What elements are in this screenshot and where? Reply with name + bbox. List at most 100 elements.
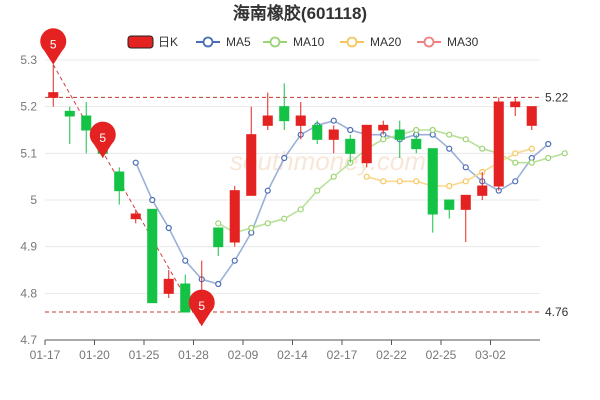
series-point-ma20 — [528, 145, 535, 152]
series-point-ma20 — [462, 178, 469, 185]
candle-body — [246, 134, 257, 196]
y-tick-label: 5.1 — [20, 146, 37, 160]
series-point-ma5 — [462, 164, 469, 171]
pin-marker — [188, 289, 215, 326]
candle-body — [427, 148, 438, 215]
series-point-ma10 — [215, 220, 222, 227]
series-point-ma10 — [479, 145, 486, 152]
series-point-ma10 — [330, 173, 337, 180]
candle-body — [213, 227, 224, 248]
candle-body — [163, 278, 174, 294]
reference-label: 4.76 — [545, 305, 569, 319]
series-point-ma10 — [429, 126, 436, 134]
circle-icon — [202, 36, 214, 48]
y-axis: 4.7 4.8 4.9 5 5.1 5.2 5.3 — [20, 53, 37, 347]
series-point-ma20 — [363, 173, 370, 180]
series-point-ma5 — [347, 126, 354, 134]
series-point-ma10 — [446, 131, 453, 138]
y-tick-label: 4.9 — [20, 240, 37, 254]
candle-body — [345, 138, 356, 154]
candle-body — [114, 171, 125, 192]
pin-label: 5 — [50, 38, 57, 52]
circle-icon — [269, 36, 281, 48]
chart-title: 海南橡胶(601118) — [233, 3, 367, 23]
series-point-ma10 — [561, 150, 568, 157]
candle-body — [361, 124, 372, 164]
x-tick-label: 02-14 — [277, 348, 308, 362]
y-tick-label: 5.2 — [20, 100, 37, 114]
series-point-ma5 — [264, 187, 271, 194]
series-point-ma20 — [512, 150, 519, 157]
candles — [48, 64, 537, 326]
candle-body — [180, 283, 191, 313]
pins: 5 5 5 — [40, 28, 215, 326]
pin-marker — [40, 28, 67, 65]
x-tick-label: 01-28 — [178, 348, 209, 362]
y-tick-label: 5 — [30, 193, 37, 207]
candle-body — [64, 110, 75, 117]
series-point-ma20 — [446, 182, 453, 190]
reference-lines: 5.22 4.76 — [45, 64, 569, 327]
candle-icon — [127, 35, 154, 49]
candle-body — [394, 129, 405, 140]
candle-body — [130, 213, 141, 220]
x-tick-label: 02-09 — [228, 348, 259, 362]
series-point-ma10 — [545, 154, 552, 162]
series-point-ma10 — [512, 159, 519, 166]
series-point-ma5 — [512, 178, 519, 185]
series-point-ma10 — [297, 206, 304, 213]
y-tick-label: 4.7 — [20, 333, 37, 347]
series-point-ma20 — [396, 178, 403, 185]
series-point-ma10 — [462, 136, 469, 143]
reference-label: 5.22 — [545, 90, 569, 104]
x-tick-label: 02-22 — [376, 348, 407, 362]
pin-marker — [89, 121, 116, 158]
candle-body — [444, 199, 455, 210]
x-tick-label: 02-17 — [327, 348, 358, 362]
x-tick-label: 01-17 — [30, 348, 61, 362]
series-point-ma10 — [264, 220, 271, 227]
legend-label: MA30 — [447, 35, 479, 49]
candle-body — [460, 194, 471, 210]
circle-icon — [423, 36, 435, 48]
candle-body — [411, 138, 422, 150]
series-point-ma5 — [215, 280, 222, 288]
series-point-ma5 — [545, 140, 552, 148]
legend-label: 日K — [158, 35, 178, 49]
candle-body — [477, 185, 488, 196]
legend-label: MA20 — [370, 35, 402, 49]
series-point-ma10 — [314, 187, 321, 194]
legend: 日K MA5 MA10 MA20 MA30 — [127, 35, 479, 49]
x-tick-label: 02-25 — [426, 348, 457, 362]
candle-body — [229, 190, 240, 243]
series-point-ma10 — [528, 159, 535, 166]
x-axis: 01-17 01-20 01-25 01-28 02-09 02-14 02-17 02-22… — [30, 339, 540, 362]
candle-body — [493, 101, 504, 187]
series-point-ma10 — [380, 136, 387, 143]
candle-body — [312, 124, 323, 140]
legend-label: MA5 — [226, 35, 251, 49]
circle-icon — [346, 36, 358, 48]
series-point-ma5 — [149, 196, 156, 204]
series-point-ma20 — [380, 178, 387, 185]
candle-body — [510, 101, 521, 108]
series-point-ma5 — [182, 257, 189, 264]
candle-body — [378, 124, 389, 131]
series-point-ma5 — [231, 257, 238, 264]
candle-body — [279, 106, 290, 122]
candle-body — [147, 208, 158, 304]
candle-body — [81, 115, 92, 131]
candle-body — [262, 115, 273, 126]
x-tick-label: 03-02 — [475, 348, 506, 362]
pin-label: 5 — [198, 299, 205, 313]
series-point-ma5 — [165, 224, 172, 232]
series-point-ma10 — [248, 224, 255, 232]
series-point-ma5 — [132, 159, 139, 166]
legend-label: MA10 — [293, 35, 325, 49]
series-point-ma20 — [413, 178, 420, 185]
series-point-ma5 — [281, 154, 288, 162]
pin-label: 5 — [99, 131, 106, 145]
candle-body — [48, 92, 59, 98]
series-point-ma5 — [330, 117, 337, 124]
